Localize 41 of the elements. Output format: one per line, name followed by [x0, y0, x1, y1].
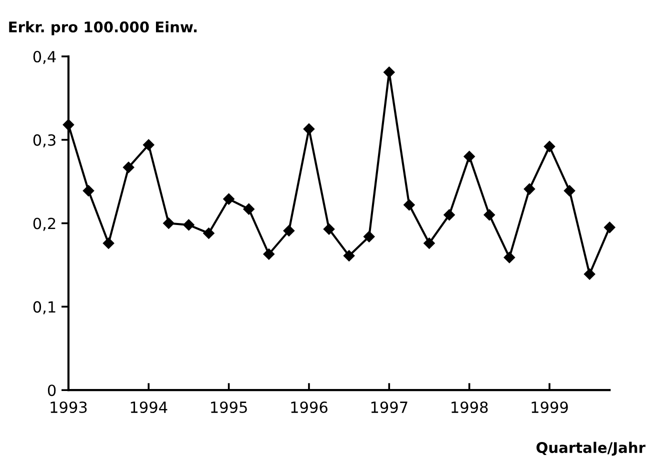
- x-tick-label: 1997: [371, 401, 408, 414]
- point: [283, 225, 295, 236]
- point: [584, 268, 596, 280]
- x-tick-label: 1998: [452, 401, 488, 414]
- x-axis-title: Quartale/Jahr: [536, 442, 646, 456]
- y-tick-label: 0: [48, 384, 56, 396]
- point: [464, 150, 475, 162]
- point: [484, 209, 495, 221]
- y-axis-title: Erkr. pro 100.000 Einw.: [9, 21, 197, 36]
- x-tick-label: 1995: [211, 401, 247, 414]
- point: [143, 139, 154, 150]
- point: [343, 250, 355, 262]
- x-tick-label: 1994: [130, 401, 168, 414]
- point: [544, 140, 556, 152]
- point: [122, 162, 134, 173]
- point: [303, 123, 315, 135]
- point: [424, 238, 435, 249]
- y-tick-label: 0,3: [33, 134, 56, 148]
- point: [604, 222, 616, 234]
- point: [323, 223, 335, 235]
- point: [564, 185, 576, 196]
- point: [444, 209, 455, 221]
- point: [404, 199, 415, 210]
- point: [384, 66, 395, 78]
- point: [163, 218, 174, 229]
- point: [263, 248, 274, 260]
- point: [364, 230, 375, 242]
- point: [203, 228, 214, 239]
- point: [82, 185, 94, 196]
- y-tick-label: 0,2: [33, 218, 56, 231]
- point: [504, 252, 516, 264]
- point: [102, 238, 114, 249]
- point: [524, 183, 536, 195]
- point: [183, 219, 194, 231]
- point: [223, 193, 234, 205]
- y-tick-label: 0,4: [33, 50, 56, 64]
- x-tick-label: 1996: [291, 401, 328, 414]
- x-tick-label: 1993: [50, 401, 87, 414]
- y-tick-label: 0,1: [33, 301, 56, 314]
- x-tick-label: 1999: [532, 401, 568, 414]
- point: [243, 203, 254, 215]
